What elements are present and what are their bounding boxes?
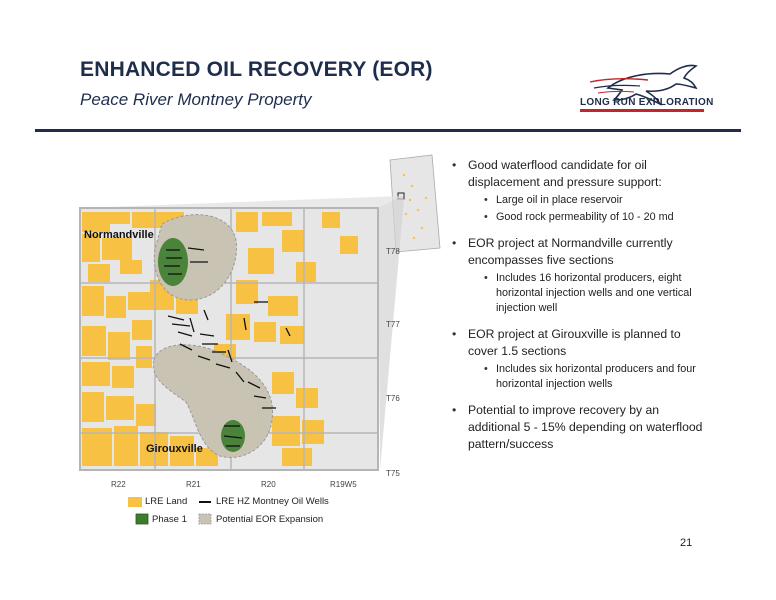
- legend-expansion-label: Potential EOR Expansion: [216, 514, 324, 525]
- bullet-text: EOR project at Girouxville is planned to…: [468, 327, 681, 358]
- bullet-item: EOR project at Normandville currently en…: [452, 235, 712, 316]
- header-divider: [35, 129, 741, 132]
- legend-land-label: LRE Land: [145, 496, 188, 507]
- inset-map: [389, 154, 441, 253]
- legend-wells-label: LRE HZ Montney Oil Wells: [216, 496, 329, 507]
- bullet-item: Potential to improve recovery by an addi…: [452, 402, 712, 453]
- legend-phase1-swatch: [135, 513, 149, 525]
- page-title: ENHANCED OIL RECOVERY (EOR): [80, 58, 433, 81]
- page-number: 21: [680, 537, 693, 549]
- township-label-t78: T78: [386, 247, 400, 256]
- bullet-item: Good waterflood candidate for oil displa…: [452, 157, 712, 225]
- bullet-text: Good waterflood candidate for oil displa…: [468, 158, 662, 189]
- township-label-t77: T77: [386, 320, 400, 329]
- sub-bullet: Includes six horizontal producers and fo…: [484, 362, 712, 392]
- phase1-area-girouxville: [221, 420, 245, 452]
- range-label-r19w5: R19W5: [330, 480, 357, 489]
- legend-expansion-swatch: [198, 513, 212, 525]
- page-subtitle: Peace River Montney Property: [80, 90, 312, 109]
- legend-phase1-label: Phase 1: [152, 514, 187, 525]
- range-label-r20: R20: [261, 480, 276, 489]
- township-label-t76: T76: [386, 394, 400, 403]
- range-label-r22: R22: [111, 480, 126, 489]
- sub-bullet: Large oil in place reservoir: [484, 193, 712, 208]
- township-label-t75: T75: [386, 469, 400, 478]
- hz-wells: [164, 247, 291, 447]
- area-label-girouxville: Girouxville: [146, 443, 203, 455]
- range-label-r21: R21: [186, 480, 201, 489]
- sub-bullet: Good rock permeability of 10 - 20 md: [484, 210, 712, 225]
- bullet-list: Good waterflood candidate for oil displa…: [452, 157, 712, 463]
- sub-bullet: Includes 16 horizontal producers, eight …: [484, 271, 712, 316]
- zoom-wedge-top: [80, 196, 402, 208]
- phase1-area-normandville: [158, 238, 188, 286]
- area-label-normandville: Normandville: [84, 229, 154, 241]
- horse-icon: [589, 64, 698, 106]
- bullet-item: EOR project at Girouxville is planned to…: [452, 326, 712, 392]
- logo-text: LONG RUN EXPLORATION: [580, 97, 714, 108]
- bullet-text: EOR project at Normandville currently en…: [468, 236, 673, 267]
- bullet-text: Potential to improve recovery by an addi…: [468, 403, 703, 451]
- legend-land-swatch: [128, 497, 142, 507]
- zoom-wedge-side: [378, 196, 404, 470]
- logo-underline: [580, 109, 704, 112]
